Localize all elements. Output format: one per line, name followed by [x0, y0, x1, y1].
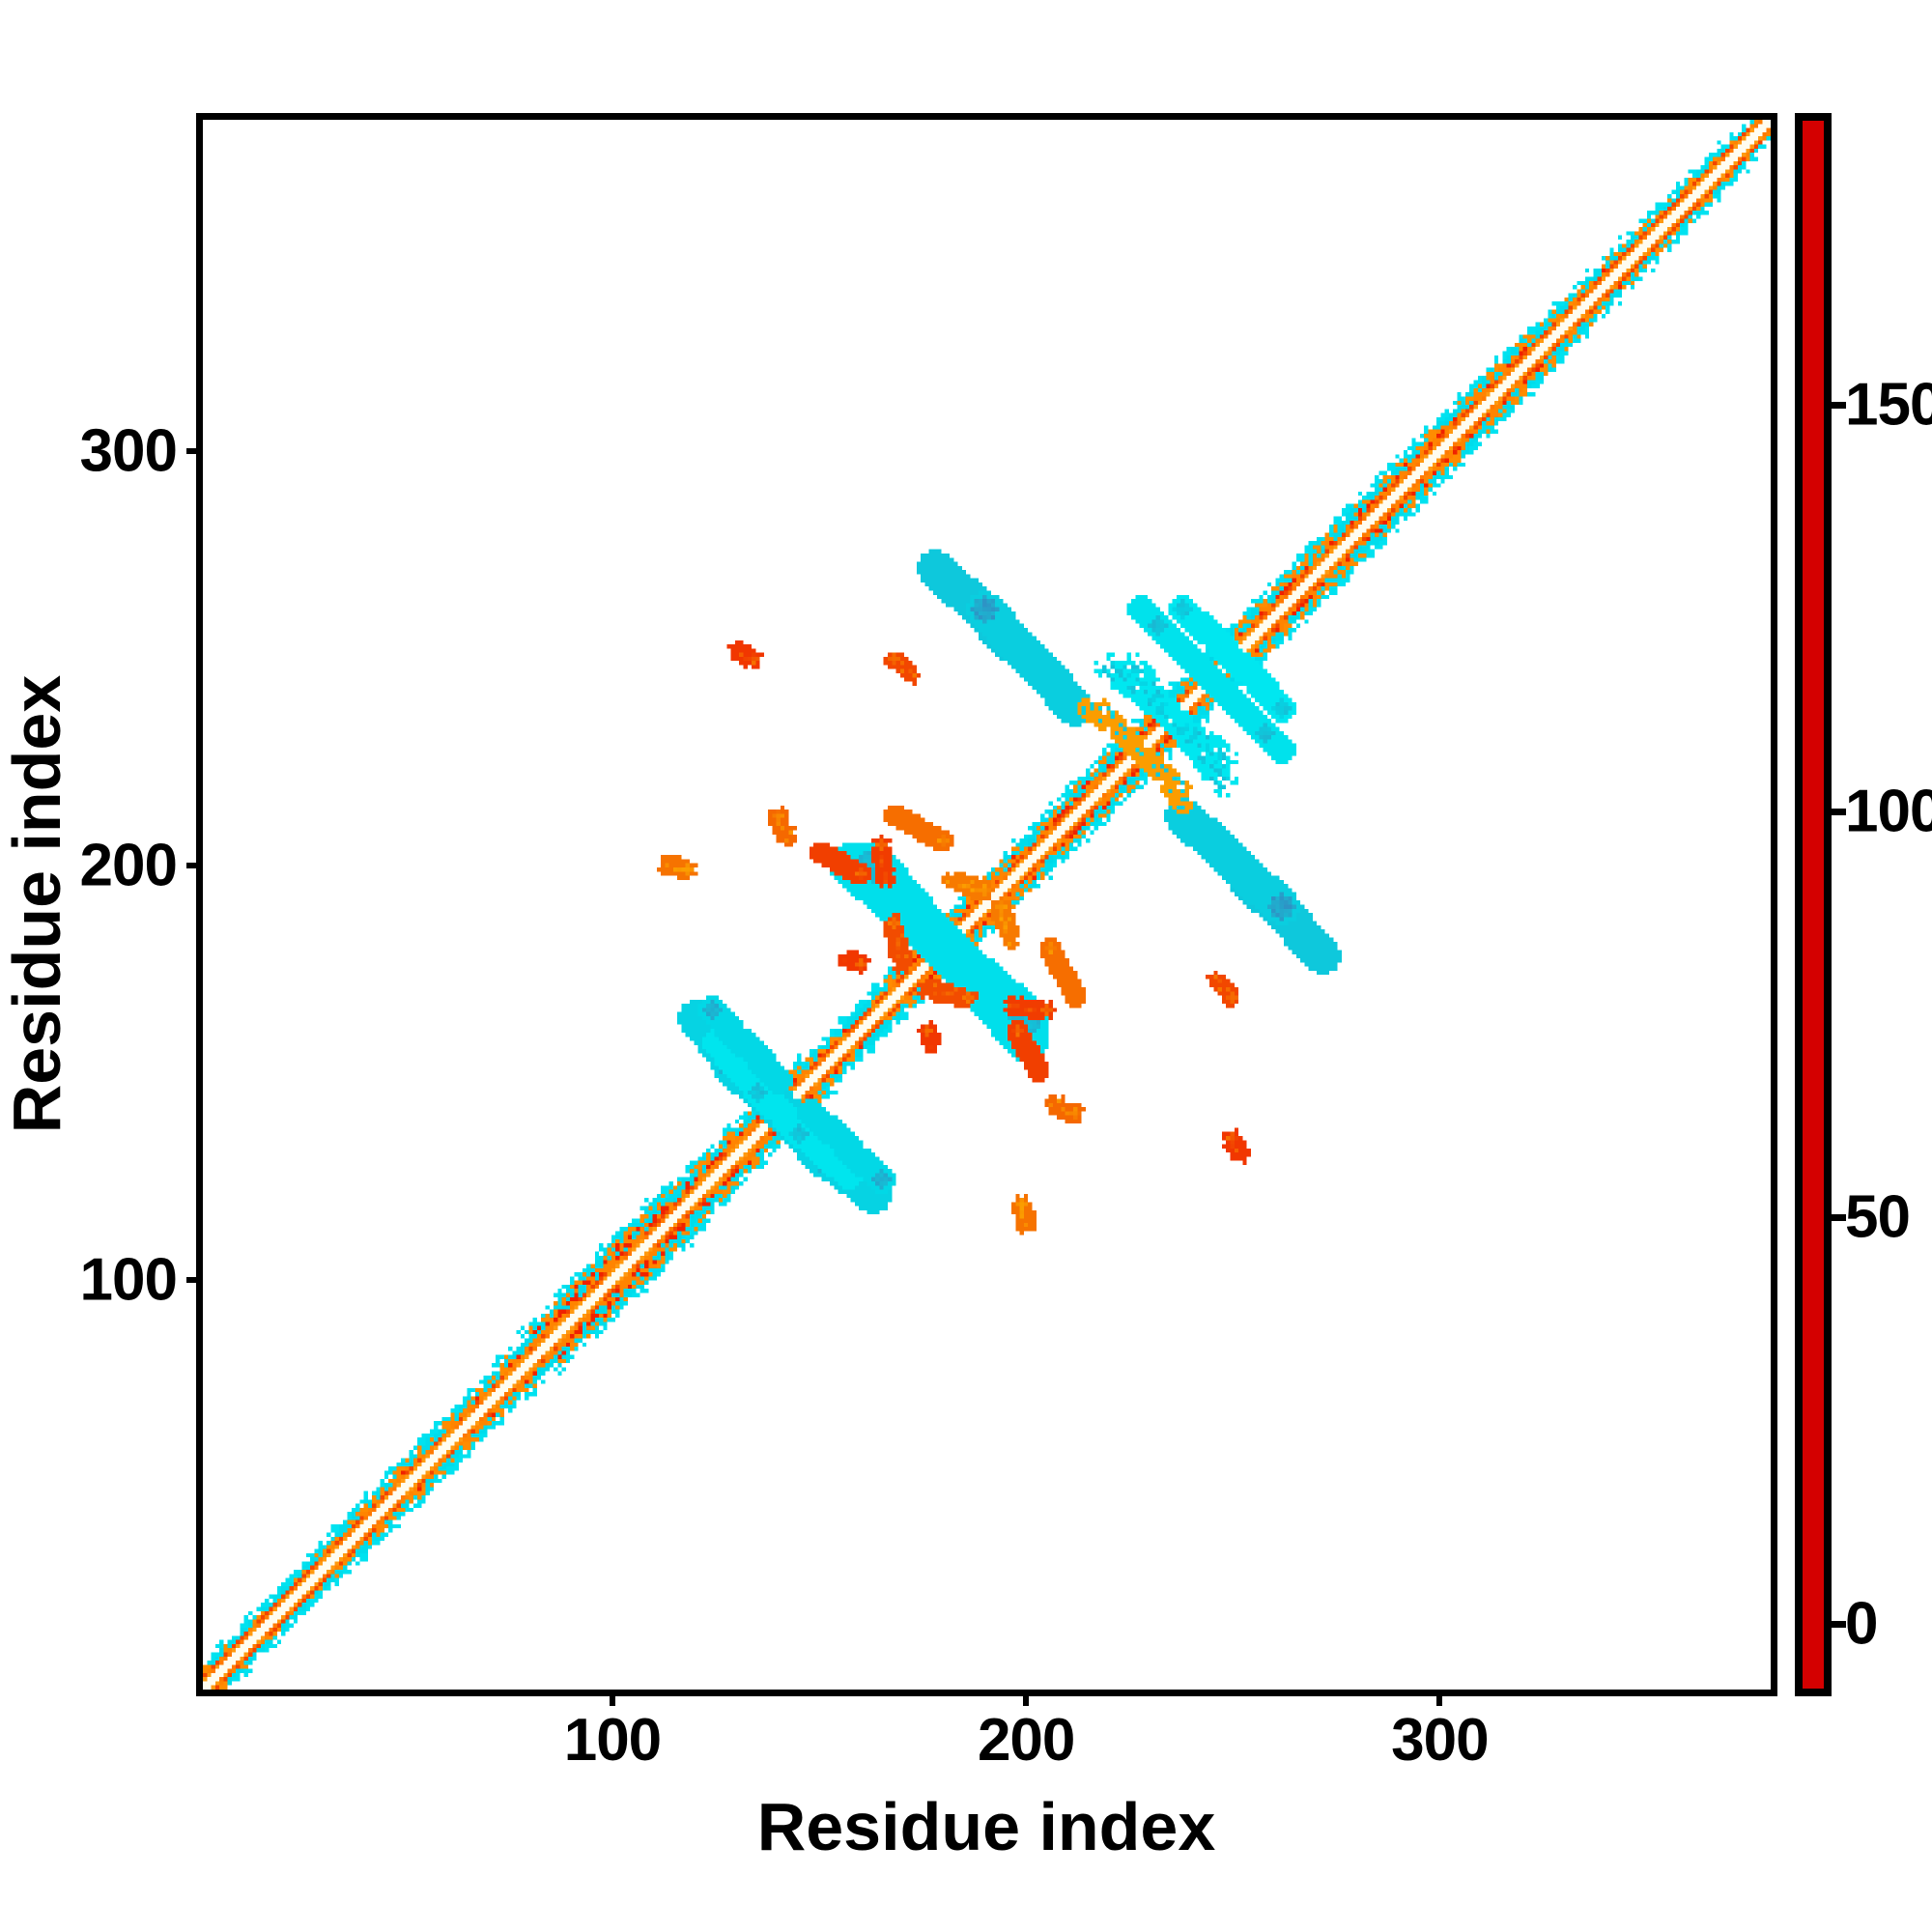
x-tick-label-100: 100: [563, 1707, 662, 1774]
colorbar-tick-label-0: 0: [1845, 1590, 1878, 1658]
colorbar-tick-150: [1828, 402, 1846, 410]
contact-map-heatmap: [203, 120, 1771, 1690]
colorbar-tick-0: [1828, 1620, 1846, 1628]
y-tick-label-100: 100: [79, 1246, 178, 1314]
y-axis-title: Residue index: [0, 674, 74, 1134]
x-tick-300: [1436, 1690, 1443, 1706]
x-tick-label-300: 300: [1391, 1707, 1489, 1774]
y-tick-100: [186, 1276, 203, 1283]
colorbar: [1795, 113, 1832, 1696]
y-tick-300: [186, 448, 203, 454]
colorbar-tick-label-50: 50: [1845, 1183, 1911, 1251]
plot-frame: [196, 113, 1777, 1696]
colorbar-tick-label-100: 100: [1845, 778, 1932, 845]
y-tick-label-300: 300: [79, 417, 178, 485]
y-tick-label-200: 200: [79, 832, 178, 899]
x-tick-200: [1023, 1690, 1030, 1706]
colorbar-tick-label-150: 150: [1845, 371, 1932, 439]
x-tick-label-200: 200: [977, 1707, 1075, 1774]
y-tick-200: [186, 862, 203, 868]
colorbar-gradient: [1803, 121, 1824, 1689]
x-axis-title: Residue index: [756, 1789, 1216, 1864]
colorbar-tick-100: [1828, 808, 1846, 815]
x-tick-100: [609, 1690, 615, 1706]
colorbar-tick-50: [1828, 1214, 1846, 1222]
